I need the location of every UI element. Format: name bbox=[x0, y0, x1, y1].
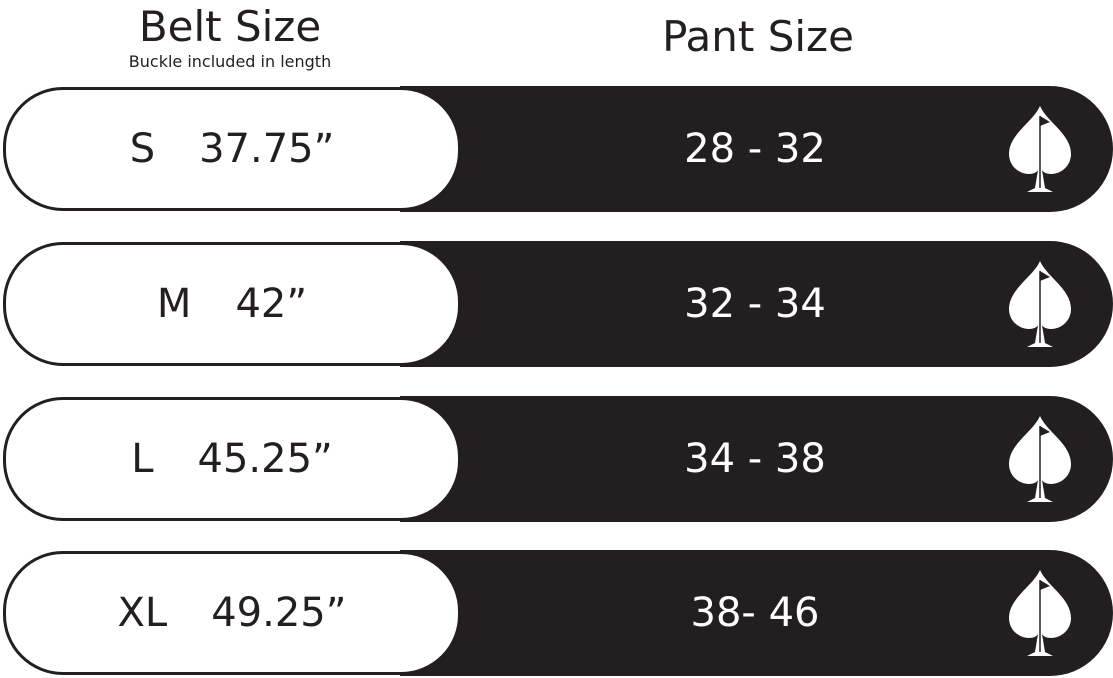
belt-size-heading: Belt Size bbox=[138, 2, 322, 51]
spade-golf-flag-icon bbox=[1009, 106, 1071, 192]
pant-size-band bbox=[400, 550, 1113, 676]
belt-size-subheading: Buckle included in length bbox=[128, 52, 332, 71]
size-label: M bbox=[156, 281, 192, 327]
spade-golf-flag-icon bbox=[1009, 416, 1071, 502]
pant-size-band bbox=[400, 241, 1113, 367]
size-row: M 42” 32 - 34 bbox=[0, 241, 1113, 367]
belt-length: 45.25” bbox=[197, 436, 333, 482]
size-row: XL 49.25” 38- 46 bbox=[0, 550, 1113, 676]
belt-size-pill: M 42” bbox=[3, 242, 461, 366]
pant-size-band bbox=[400, 396, 1113, 522]
size-row: S 37.75” 28 - 32 bbox=[0, 86, 1113, 212]
belt-length: 37.75” bbox=[199, 126, 335, 172]
spade-golf-flag-icon bbox=[1009, 261, 1071, 347]
belt-size-pill: S 37.75” bbox=[3, 87, 461, 211]
size-label: L bbox=[131, 436, 154, 482]
pant-size-range: 32 - 34 bbox=[684, 281, 826, 327]
pant-size-range: 28 - 32 bbox=[684, 126, 826, 172]
size-label: XL bbox=[117, 590, 168, 636]
pant-size-heading: Pant Size bbox=[662, 12, 854, 61]
size-label: S bbox=[129, 126, 156, 172]
pant-size-band bbox=[400, 86, 1113, 212]
pant-size-range: 38- 46 bbox=[690, 590, 820, 636]
belt-size-pill: XL 49.25” bbox=[3, 551, 461, 675]
belt-length: 42” bbox=[235, 281, 308, 327]
pant-size-range: 34 - 38 bbox=[684, 436, 826, 482]
size-row: L 45.25” 34 - 38 bbox=[0, 396, 1113, 522]
belt-length: 49.25” bbox=[211, 590, 347, 636]
belt-size-pill: L 45.25” bbox=[3, 397, 461, 521]
spade-golf-flag-icon bbox=[1009, 570, 1071, 656]
